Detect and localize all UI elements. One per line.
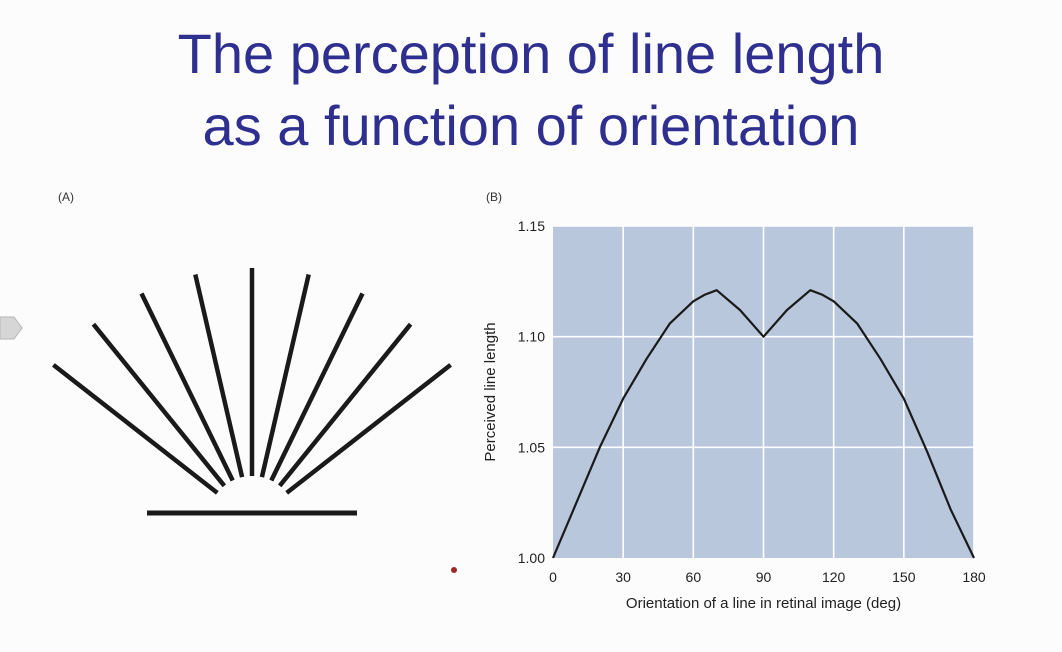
panel-a-label: (A) [58, 190, 74, 204]
y-tick-label: 1.05 [518, 439, 545, 455]
x-tick-label: 30 [615, 569, 631, 585]
x-tick-label: 180 [962, 569, 986, 585]
slide-title-line-1: The perception of line length [177, 22, 885, 85]
slide-title-line-2: as a function of orientation [202, 94, 860, 157]
fan-line-1 [193, 273, 245, 478]
y-tick-labels: 1.00 1.05 1.10 1.15 [518, 218, 545, 566]
fan-line-3 [91, 322, 227, 488]
x-tick-label: 150 [892, 569, 916, 585]
y-tick-label: 1.10 [518, 329, 545, 345]
x-tick-label: 120 [822, 569, 846, 585]
fan-line-4 [52, 363, 219, 495]
fan-line-7 [277, 322, 413, 488]
y-tick-label: 1.15 [518, 218, 545, 234]
fan-line-5 [259, 273, 311, 478]
series-line-perceived-length [551, 289, 975, 559]
fan-line-8 [285, 363, 452, 495]
panel-b-label: (B) [486, 190, 502, 204]
pointer-dot [451, 567, 457, 573]
x-tick-label: 90 [756, 569, 772, 585]
fan-line-6 [269, 292, 365, 482]
fan-line-2 [139, 292, 235, 482]
x-tick-label: 60 [686, 569, 702, 585]
orientation-fan-illustration [52, 268, 452, 516]
x-axis-label: Orientation of a line in retinal image (… [626, 595, 901, 612]
play-marker-icon[interactable] [0, 313, 30, 343]
y-axis-label: Perceived line length [482, 322, 499, 461]
x-tick-label: 0 [549, 569, 557, 585]
x-tick-labels: 0 30 60 90 120 150 180 [549, 569, 986, 585]
y-tick-label: 1.00 [518, 550, 545, 566]
